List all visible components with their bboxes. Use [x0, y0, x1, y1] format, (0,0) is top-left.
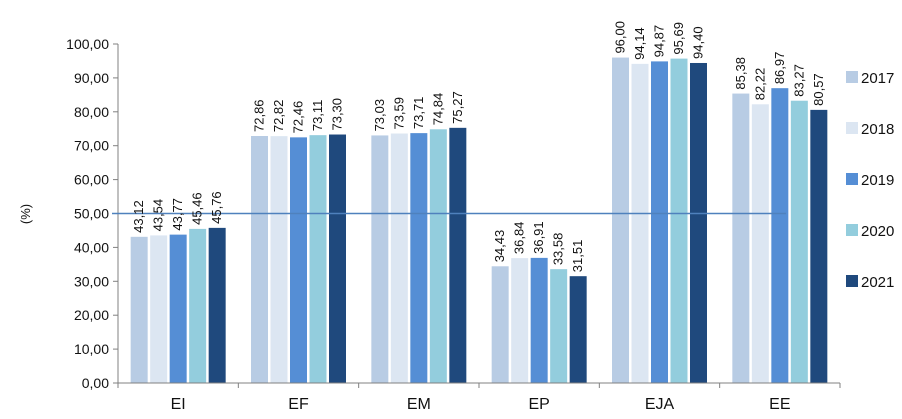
bar [810, 109, 828, 383]
bar [631, 63, 649, 384]
bar [651, 61, 668, 384]
data-label: 73,30 [330, 98, 345, 131]
data-label: 43,77 [170, 198, 185, 231]
bar [771, 88, 789, 384]
bar [790, 100, 808, 384]
bar [429, 129, 447, 383]
legend-label: 2020 [861, 223, 894, 240]
legend-swatch [846, 122, 858, 134]
data-label: 74,84 [430, 93, 445, 126]
data-label: 75,27 [450, 91, 465, 124]
bar [208, 227, 226, 383]
data-label: 95,69 [671, 22, 686, 55]
bar [169, 234, 187, 383]
bar [390, 133, 408, 383]
data-label: 72,82 [271, 100, 286, 133]
data-label: 83,27 [791, 64, 806, 97]
data-label: 86,97 [772, 52, 787, 85]
bar [569, 276, 587, 383]
data-label: 73,71 [411, 97, 426, 130]
legend-swatch [846, 224, 858, 236]
legend-label: 2018 [861, 121, 894, 138]
bar [449, 127, 467, 383]
category-label: EE [769, 396, 790, 413]
y-tick-label: 60,00 [74, 172, 109, 188]
y-tick-label: 50,00 [74, 206, 109, 222]
data-label: 43,12 [131, 200, 146, 233]
bar [130, 236, 148, 383]
y-tick-label: 70,00 [74, 138, 109, 154]
bar [270, 136, 288, 383]
bar [371, 135, 389, 383]
data-label: 94,40 [691, 26, 706, 59]
legend-label: 2017 [861, 70, 894, 87]
category-label: EF [288, 396, 309, 413]
category-label: EP [528, 396, 549, 413]
bar [290, 137, 307, 383]
data-label: 33,58 [551, 233, 566, 266]
data-label: 73,59 [391, 97, 406, 130]
y-tick-label: 20,00 [74, 307, 109, 323]
legend-label: 2021 [861, 274, 894, 291]
bar [150, 235, 168, 383]
data-label: 82,22 [752, 68, 767, 101]
data-label: 94,14 [632, 27, 647, 60]
data-label: 43,54 [151, 199, 166, 232]
category-label: EJA [645, 396, 675, 413]
y-tick-label: 10,00 [74, 341, 109, 357]
data-label: 36,84 [512, 222, 527, 255]
legend-swatch [846, 173, 858, 185]
bar [410, 133, 428, 383]
data-label: 45,46 [190, 192, 205, 225]
y-tick-label: 0,00 [82, 375, 109, 391]
y-tick-label: 80,00 [74, 104, 109, 120]
data-label: 85,38 [733, 57, 748, 90]
bar [732, 93, 750, 383]
legend-swatch [846, 71, 858, 83]
category-label: EI [171, 396, 186, 413]
data-label: 96,00 [613, 21, 628, 54]
category-label: EM [407, 396, 431, 413]
bar [690, 62, 707, 383]
bar [751, 104, 769, 383]
bar [329, 134, 346, 383]
bar [251, 136, 268, 383]
data-label: 73,03 [372, 99, 387, 132]
data-label: 72,46 [291, 101, 306, 134]
bar [670, 58, 688, 383]
bar [309, 135, 327, 383]
bar [550, 269, 568, 383]
y-axis-label: (%) [18, 204, 33, 224]
y-tick-label: 90,00 [74, 70, 109, 86]
bar [612, 57, 629, 384]
bar [189, 228, 207, 383]
bar [491, 266, 509, 383]
legend-label: 2019 [861, 172, 894, 189]
y-tick-label: 40,00 [74, 239, 109, 255]
data-label: 45,76 [209, 191, 224, 224]
y-tick-label: 30,00 [74, 273, 109, 289]
y-tick-label: 100,00 [66, 36, 109, 52]
bar [511, 258, 529, 383]
bar [530, 257, 548, 383]
data-label: 36,91 [531, 221, 546, 254]
data-label: 72,86 [252, 99, 267, 132]
legend-swatch [846, 275, 858, 287]
data-label: 31,51 [570, 240, 585, 273]
data-label: 80,57 [811, 73, 826, 106]
data-label: 73,11 [310, 100, 325, 132]
data-label: 94,87 [652, 25, 667, 58]
data-label: 34,43 [492, 230, 507, 263]
